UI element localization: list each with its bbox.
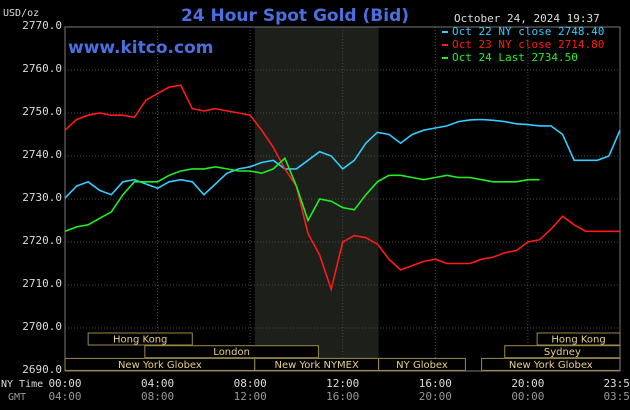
series-line [64,156,540,233]
session-label: New York Globex [509,360,593,371]
session-shade [254,27,379,371]
source: www.kitco.com [68,38,213,58]
session-bar [481,357,621,371]
x-tick-label: 20:00 [511,377,544,390]
session-bar [536,332,621,346]
y-tick-label: 2770.0 [22,19,62,32]
x-tick-label: 23:59 [603,377,630,390]
plot-frame [64,26,621,372]
y-tick-label: 2720.0 [22,234,62,247]
x-tick-label: 00:00 [48,377,81,390]
session-bar [87,332,193,346]
x2-tick-label: 00:00 [511,390,544,403]
session-label: Sydney [544,347,581,358]
timestamp: October 24, 2024 19:37 [454,12,600,25]
y-tick-label: 2740.0 [22,148,62,161]
session-label: NY Globex [396,360,448,371]
session-label: London [213,347,250,358]
x2-tick-label: 08:00 [141,390,174,403]
session-label: New York NYMEX [275,360,360,371]
y-tick-label: 2730.0 [22,191,62,204]
series-line [64,84,620,293]
session-label: Hong Kong [113,335,167,346]
x-axis-label: NY Time [1,379,43,390]
x-tick-label: 16:00 [419,377,452,390]
y-tick-label: 2700.0 [22,320,62,333]
y-tick-label: 2710.0 [22,277,62,290]
legend-label: Oct 24 Last 2734.50 [452,51,578,64]
x2-tick-label: 03:59 [603,390,630,403]
session-bar [144,345,319,359]
x-tick-label: 12:00 [326,377,359,390]
legend-label: Oct 23 NY close 2714.80 [452,38,604,51]
y-tick-label: 2690.0 [22,363,62,376]
y-tick-label: 2760.0 [22,62,62,75]
chart-title: 24 Hour Spot Gold (Bid) [181,6,409,26]
session-label: New York Globex [118,360,202,371]
session-bar [504,345,621,359]
x2-tick-label: 04:00 [48,390,81,403]
x2-tick-label: 20:00 [419,390,452,403]
x-tick-label: 04:00 [141,377,174,390]
x2-axis-label: GMT [8,392,26,403]
series-line [64,118,621,199]
x2-tick-label: 16:00 [326,390,359,403]
y-axis-label: USD/oz [3,8,39,19]
legend-label: Oct 22 NY close 2748.40 [452,25,604,38]
y-tick-label: 2750.0 [22,105,62,118]
session-bar [378,357,466,371]
session-label: Hong Kong [551,335,605,346]
x-tick-label: 08:00 [234,377,267,390]
x2-tick-label: 12:00 [234,390,267,403]
